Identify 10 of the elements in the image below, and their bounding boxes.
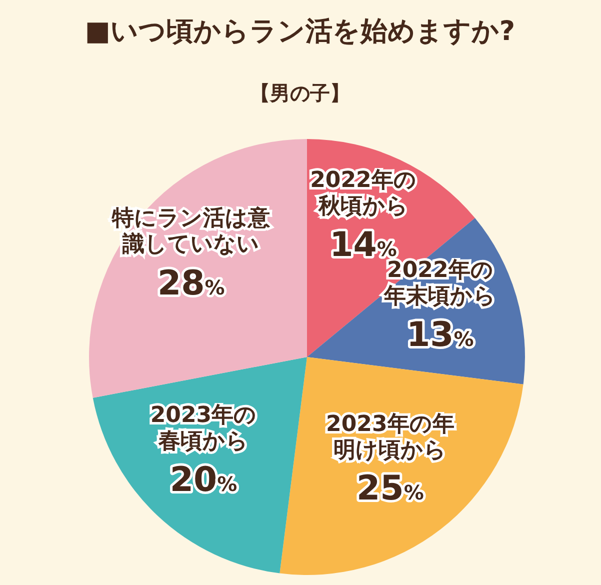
data-label: 25% <box>356 468 424 509</box>
data-label: 20% <box>170 460 238 500</box>
slice-label: 2022年の秋頃から <box>309 168 418 220</box>
data-label: 28% <box>157 263 225 304</box>
chart-subtitle: 【男の子】 <box>250 81 350 105</box>
chart-title: ■いつ頃からラン活を始めますか? <box>84 16 516 47</box>
slice-label: 2023年の春頃から <box>149 402 258 455</box>
slice-label: 特にラン活は意識していない <box>110 206 272 258</box>
data-label: 13% <box>406 314 474 355</box>
slice-label: 2023年の年明け頃から <box>325 412 456 464</box>
